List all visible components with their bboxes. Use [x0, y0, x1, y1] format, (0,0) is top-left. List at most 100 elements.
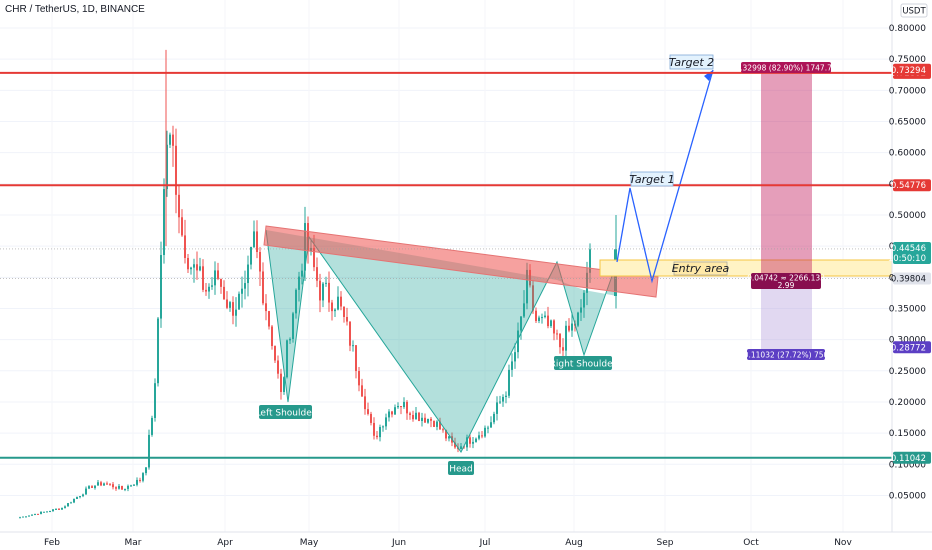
candle-body [313, 247, 315, 268]
candle-body [472, 441, 474, 444]
candle-body [346, 316, 348, 322]
candle-body [19, 517, 21, 519]
candle-body [94, 485, 96, 488]
candle-body [421, 417, 423, 421]
candle-body [82, 494, 84, 497]
candle-body [88, 486, 90, 489]
price-label-badge [893, 272, 931, 285]
candle-body [115, 487, 117, 489]
candle-body [556, 333, 558, 335]
annotations: Left Shoulder Head Right Shoulder Entry … [256, 54, 837, 475]
candle-body [343, 306, 345, 317]
candle-body [271, 326, 273, 347]
candle-body [481, 435, 483, 437]
candle-body [301, 270, 303, 277]
y-tick-label: 0.25000 [889, 367, 926, 377]
candle-body [283, 377, 285, 393]
price-label-subtext: 10:50:10 [888, 254, 926, 264]
candle-body [577, 312, 579, 326]
candle-body [511, 361, 513, 370]
head-label: Head [449, 465, 473, 475]
candles [19, 49, 617, 519]
candle-body [262, 271, 264, 304]
y-tick-label: 0.60000 [889, 149, 926, 159]
target-2-annotation: Target 2 [669, 54, 714, 70]
y-tick-label: 0.15000 [889, 429, 926, 439]
x-tick-label: Nov [834, 538, 852, 548]
candle-body [220, 278, 222, 287]
candle-body [322, 283, 324, 301]
candle-body [580, 307, 582, 313]
candle-body [193, 264, 195, 268]
candle-body [538, 317, 540, 322]
currency-badge[interactable]: USDT [900, 3, 928, 18]
candle-body [532, 285, 534, 311]
candle-body [331, 302, 333, 312]
candle-body [319, 280, 321, 301]
candle-body [541, 317, 543, 319]
candle-body [376, 435, 378, 438]
candle-body [142, 473, 144, 481]
candle-body [334, 309, 336, 312]
candle-body [37, 513, 39, 515]
candle-body [547, 315, 549, 327]
left-shoulder-annotation: Left Shoulder [256, 405, 316, 419]
target-2-label: Target 2 [669, 56, 714, 69]
candle-body [253, 231, 255, 248]
candle-body [469, 437, 471, 444]
price-label-badge [893, 341, 931, 354]
right-shoulder-label: Right Shoulder [550, 360, 617, 370]
candle-body [85, 488, 87, 495]
candle-body [181, 217, 183, 236]
candle-body [163, 189, 165, 256]
level-price-text: 0.11042 [891, 454, 926, 464]
candle-body [487, 427, 489, 429]
x-tick-label: Feb [44, 538, 60, 548]
candle-body [454, 442, 456, 448]
x-tick-label: Aug [565, 538, 583, 548]
candle-body [430, 418, 432, 421]
neckline-channel [263, 225, 659, 298]
candle-body [157, 318, 159, 384]
candle-body [208, 286, 210, 292]
y-tick-label: 0.20000 [889, 398, 926, 408]
candle-body [160, 255, 162, 319]
x-tick-label: Mar [125, 538, 142, 548]
price-label-text: 0.44546 [891, 244, 926, 254]
candle-body [280, 373, 282, 393]
candle-body [226, 299, 228, 308]
candle-body [184, 235, 186, 258]
candle-body [130, 485, 132, 487]
projection-path [616, 69, 714, 284]
candle-body [328, 282, 330, 303]
candle-body [31, 514, 33, 516]
candle-body [388, 411, 390, 418]
loss-measure-text: 0.11032 (27.72%) 750 [744, 351, 829, 360]
candle-body [379, 426, 381, 438]
candle-body [526, 269, 528, 304]
profit-measure-text: 0.32998 (82.90%) 1747.78 [735, 64, 836, 73]
y-tick-label: 0.30000 [889, 336, 926, 346]
candle-body [79, 496, 81, 498]
candle-body [424, 417, 426, 423]
candle-body [397, 406, 399, 408]
target-1-label: Target 1 [629, 173, 674, 186]
candle-body [127, 485, 129, 489]
candle-body [190, 267, 192, 270]
entry-area-annotation: Entry area [672, 261, 730, 276]
time-axis[interactable]: Feb Mar Apr May Jun Jul Aug Sep Oct Nov [44, 538, 852, 548]
candle-body [367, 409, 369, 414]
candle-body [493, 413, 495, 423]
candle-body [124, 488, 126, 490]
price-labels: 0.728020.547760.110420.732940.4454610:50… [888, 63, 931, 464]
candle-body [34, 513, 36, 515]
candle-body [55, 508, 57, 510]
candle-body [97, 482, 99, 486]
candle-body [238, 293, 240, 310]
candle-body [412, 414, 414, 420]
candle-body [22, 516, 24, 518]
candle-body [352, 345, 354, 347]
candle-body [58, 508, 60, 510]
x-tick-label: Jul [479, 538, 491, 548]
candle-body [502, 396, 504, 402]
